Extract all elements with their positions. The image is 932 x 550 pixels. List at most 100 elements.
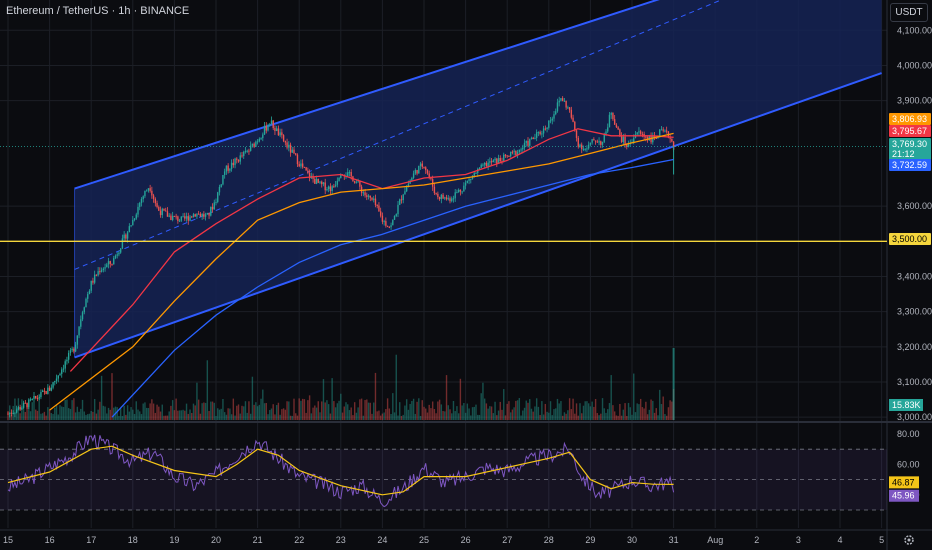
volume-bar (43, 411, 46, 420)
price-pane[interactable] (0, 0, 887, 420)
volume-bar (177, 410, 179, 420)
volume-bar (336, 403, 339, 420)
volume-bar (509, 412, 512, 420)
volume-bar (36, 410, 39, 420)
candle-body (182, 216, 184, 218)
volume-bar (99, 401, 101, 420)
volume-bar (553, 409, 555, 420)
candle-body (546, 127, 548, 130)
currency-selector[interactable]: USDT (890, 3, 928, 22)
candle-body (170, 215, 172, 221)
volume-bar (57, 414, 59, 420)
candle-body (478, 168, 481, 170)
volume-bar (468, 408, 470, 420)
candle-body (163, 208, 165, 211)
volume-bar (475, 404, 477, 420)
rsi-pane[interactable] (0, 434, 887, 511)
candle-body (234, 158, 236, 166)
volume-bar (594, 398, 597, 420)
volume-bar (447, 405, 449, 420)
volume-label-bg (889, 399, 923, 411)
candle-body (19, 407, 21, 410)
channel-lower-line[interactable] (74, 72, 882, 359)
candle-body (459, 189, 462, 192)
volume-bar (579, 403, 581, 420)
moving-average-red[interactable] (69, 128, 674, 372)
volume-bar (497, 410, 500, 420)
candle-body (165, 210, 167, 212)
volume-bar (111, 373, 113, 420)
candle-body (608, 114, 611, 128)
volume-bar (258, 404, 261, 420)
candle-body (93, 274, 96, 283)
candle-body (140, 199, 143, 203)
volume-bar (464, 412, 467, 420)
candle-body (218, 186, 221, 193)
candle-body (329, 186, 332, 192)
candle-body (22, 402, 25, 408)
candle-body (142, 196, 144, 200)
candle-body (563, 100, 566, 102)
candle-body (102, 268, 105, 271)
candle-body (59, 373, 61, 376)
volume-bar (66, 399, 68, 420)
moving-average-blue[interactable] (111, 158, 674, 418)
candle-body (451, 198, 453, 202)
volume-bar (29, 411, 32, 420)
time-tick-label: Aug (707, 535, 723, 545)
candle-body (215, 201, 217, 203)
volume-bar (130, 407, 132, 420)
volume-bar (633, 373, 635, 420)
candle-body (50, 387, 53, 391)
candle-body (300, 163, 302, 167)
candle-body (137, 206, 139, 215)
candle-body (440, 194, 443, 200)
candle-body (29, 399, 32, 401)
volume-bar (295, 413, 297, 420)
candle-body (544, 128, 547, 130)
candle-body (574, 121, 576, 131)
candle-body (577, 137, 579, 147)
volume-bar (319, 412, 321, 420)
volume-bar (326, 400, 328, 420)
candle-body (7, 413, 9, 415)
candle-body (100, 270, 103, 272)
volume-bar (364, 400, 366, 420)
candle-body (423, 166, 425, 168)
candle-body (548, 120, 550, 128)
candle-body (55, 378, 58, 381)
candle-body (497, 158, 500, 164)
volume-bar (62, 407, 65, 420)
candle-body (386, 225, 389, 227)
volume-bar (145, 407, 148, 420)
volume-bar (445, 375, 448, 420)
candle-body (355, 182, 358, 184)
volume-bar (41, 413, 44, 420)
volume-bar (274, 414, 276, 420)
volume-bar (54, 407, 56, 420)
settings-gear-icon[interactable] (904, 535, 914, 545)
volume-bar (35, 409, 37, 420)
candle-body (118, 252, 120, 255)
volume-bar (506, 403, 508, 420)
candle-body (572, 117, 574, 122)
candle-body (336, 180, 339, 185)
candle-body (113, 258, 115, 265)
volume-bar (534, 406, 536, 420)
candle-body (24, 402, 27, 404)
candle-body (438, 197, 441, 200)
volume-bar (652, 400, 654, 420)
volume-bar (71, 400, 73, 420)
candle-body (192, 214, 195, 218)
channel-upper-line[interactable] (74, 0, 882, 190)
candle-body (412, 173, 415, 178)
candle-body (66, 359, 68, 362)
volume-bar (52, 414, 54, 420)
rsi-line[interactable] (7, 434, 675, 508)
moving-average-orange[interactable] (49, 132, 674, 411)
candle-body (87, 294, 89, 299)
candle-body (239, 155, 241, 162)
volume-bar (308, 395, 311, 420)
rsi-moving-average[interactable] (7, 445, 674, 496)
